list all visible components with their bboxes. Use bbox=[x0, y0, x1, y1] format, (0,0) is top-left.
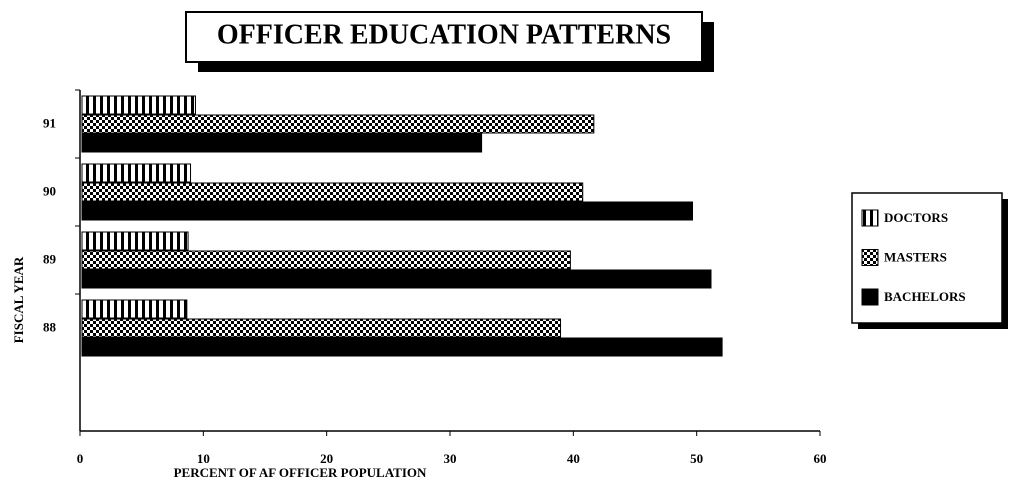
legend-swatch bbox=[861, 249, 879, 266]
chart-title: OFFICER EDUCATION PATTERNS bbox=[217, 19, 671, 50]
bar bbox=[81, 318, 562, 338]
y-axis-label: FISCAL YEAR bbox=[11, 256, 26, 343]
bar bbox=[81, 337, 723, 357]
x-tick-label: 50 bbox=[690, 451, 703, 466]
bar bbox=[81, 269, 712, 289]
y-tick-label: 89 bbox=[43, 251, 57, 266]
x-tick-label: 40 bbox=[567, 451, 580, 466]
title-box bbox=[185, 11, 703, 63]
bar bbox=[81, 299, 188, 319]
bar bbox=[81, 163, 192, 183]
legend-label: DOCTORS bbox=[884, 210, 948, 225]
bar bbox=[81, 201, 693, 221]
x-tick-label: 0 bbox=[77, 451, 84, 466]
legend-swatch bbox=[861, 288, 879, 306]
legend-swatch bbox=[861, 209, 879, 227]
x-axis-label: PERCENT OF AF OFFICER POPULATION bbox=[174, 465, 427, 480]
bar bbox=[81, 95, 196, 115]
bar bbox=[81, 182, 584, 202]
x-tick-label: 60 bbox=[814, 451, 827, 466]
bar bbox=[81, 231, 189, 251]
x-tick-label: 20 bbox=[320, 451, 333, 466]
y-tick-label: 90 bbox=[43, 183, 56, 198]
bar bbox=[81, 114, 595, 134]
bar bbox=[81, 250, 571, 270]
x-tick-label: 10 bbox=[197, 451, 210, 466]
bar bbox=[81, 133, 483, 153]
legend-label: BACHELORS bbox=[884, 289, 966, 304]
y-tick-label: 88 bbox=[43, 319, 57, 334]
x-tick-label: 30 bbox=[444, 451, 457, 466]
y-tick-label: 91 bbox=[43, 115, 56, 130]
legend-label: MASTERS bbox=[884, 249, 947, 264]
